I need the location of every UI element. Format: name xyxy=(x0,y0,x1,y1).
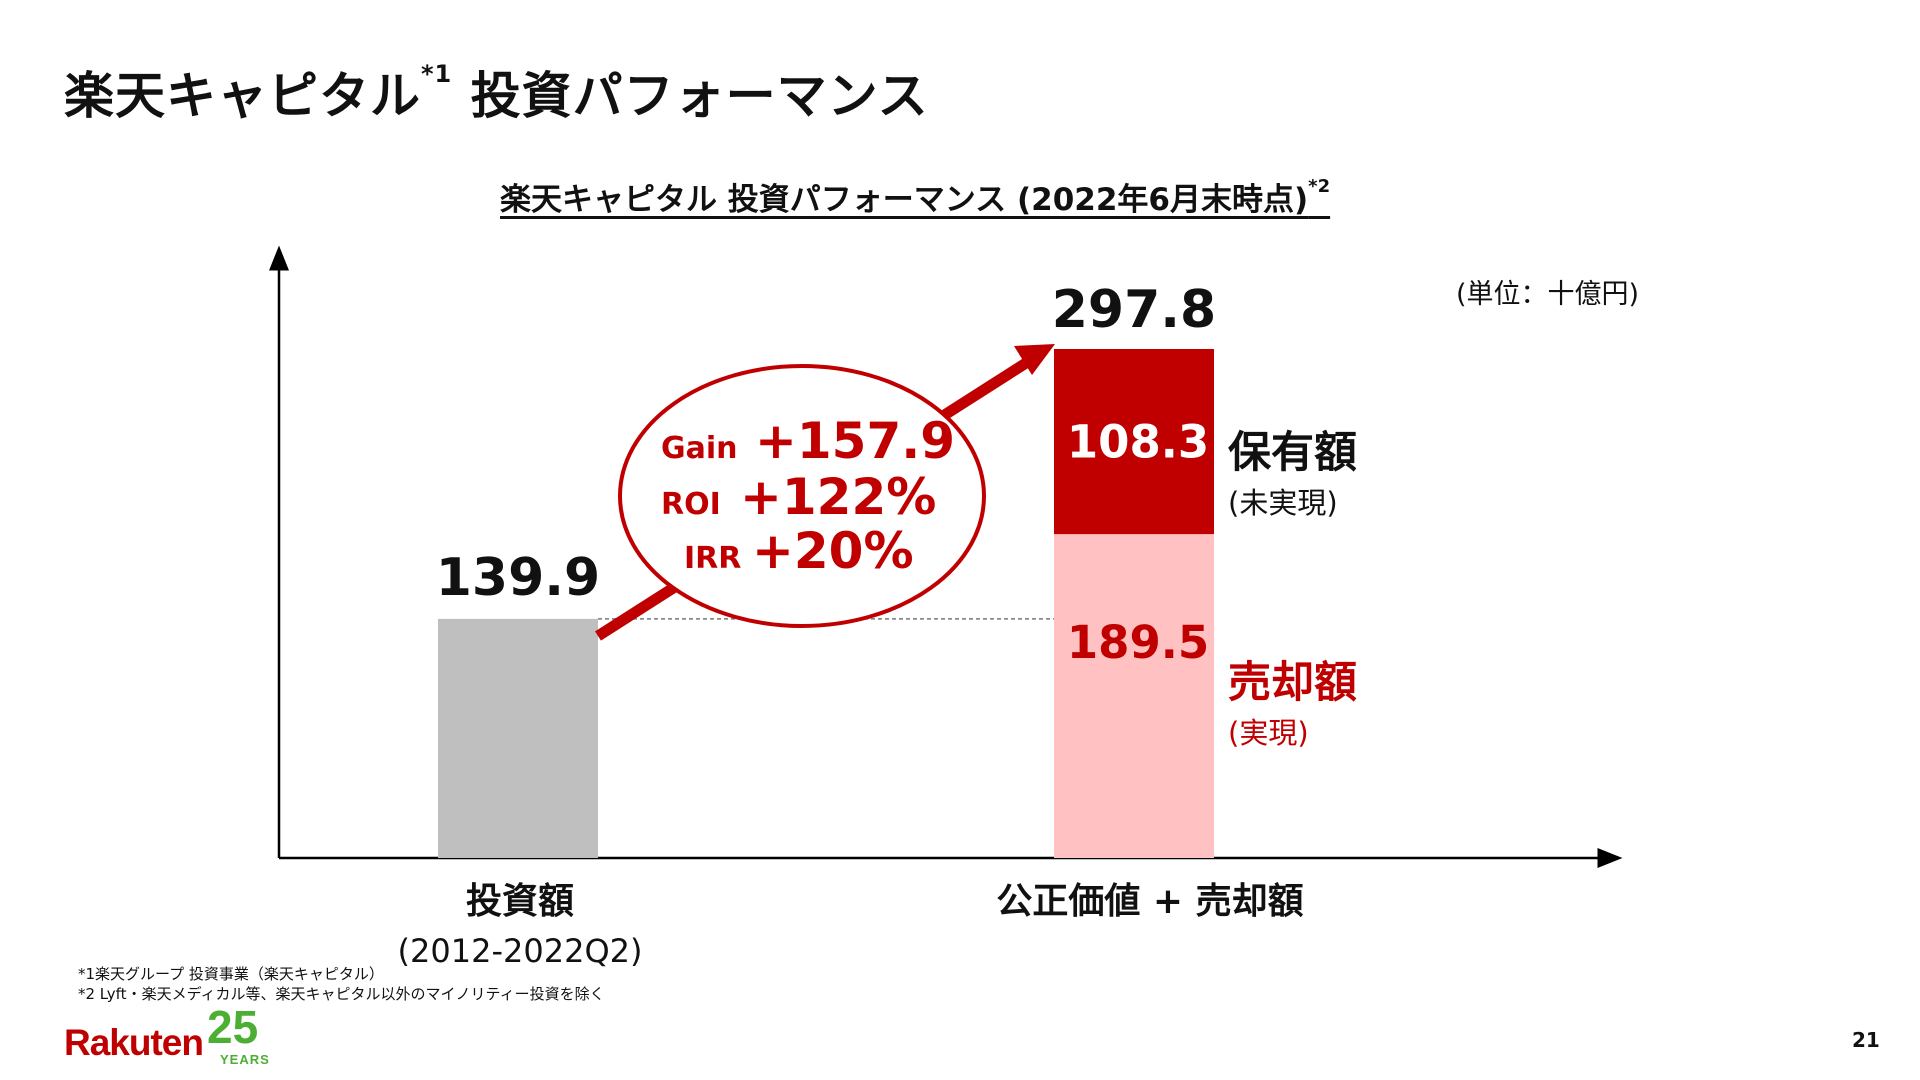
legend-realized: 売却額 (実現) xyxy=(1228,648,1357,752)
bar-investment-total-label: 139.9 xyxy=(436,548,600,608)
logo-years: YEARS xyxy=(220,1052,270,1067)
bar-segment-realized xyxy=(1054,534,1214,858)
legend-realized-sub: (実現) xyxy=(1228,716,1309,750)
slide-title: 楽天キャピタル*1 投資パフォーマンス xyxy=(64,60,929,125)
footnote-1: *1楽天グループ 投資事業（楽天キャピタル） xyxy=(78,965,384,983)
bar-total-label: 297.8 xyxy=(1052,280,1216,340)
irr-label: IRR xyxy=(684,541,741,576)
footnotes: *1楽天グループ 投資事業（楽天キャピタル） *2 Lyft・楽天メディカル等、… xyxy=(78,964,605,1004)
irr-value: +20% xyxy=(752,522,914,580)
legend-unrealized-name: 保有額 xyxy=(1228,428,1357,478)
page-number: 21 xyxy=(1852,1028,1880,1052)
category-investment-name: 投資額 xyxy=(465,881,574,922)
logo-brand: Rakuten xyxy=(64,1022,204,1063)
legend-unrealized: 保有額 (未実現) xyxy=(1228,418,1357,522)
unit-label: (単位：十億円) xyxy=(1456,279,1640,310)
roi-label: ROI xyxy=(661,487,721,522)
rakuten-25-logo: Rakuten25 YEARS xyxy=(64,1001,269,1067)
legend-realized-name: 売却額 xyxy=(1228,658,1357,708)
segment-unrealized-label: 108.3 xyxy=(1067,416,1209,469)
category-fair-value-name: 公正価値 + 売却額 xyxy=(996,881,1304,922)
gain-label: Gain xyxy=(661,431,738,466)
performance-ellipse xyxy=(618,364,986,628)
category-investment-period: (2012-2022Q2) xyxy=(397,932,643,970)
bar-investment xyxy=(438,618,598,858)
legend-unrealized-sub: (未実現) xyxy=(1228,486,1338,520)
logo-number: 25 xyxy=(206,1001,259,1053)
footnote-2: *2 Lyft・楽天メディカル等、楽天キャピタル以外のマイノリティー投資を除く xyxy=(78,985,605,1003)
bar-segment-unrealized xyxy=(1054,349,1214,535)
segment-realized-label: 189.5 xyxy=(1067,616,1209,669)
roi-value: +122% xyxy=(740,468,936,526)
category-label-fair-value: 公正価値 + 売却額 xyxy=(900,872,1400,924)
growth-arrowhead xyxy=(1014,344,1055,375)
category-label-investment: 投資額 (2012-2022Q2) xyxy=(340,872,700,970)
gain-value: +157.9 xyxy=(755,412,955,470)
chart-title: 楽天キャピタル 投資パフォーマンス (2022年6月末時点)*2 xyxy=(500,176,1331,218)
